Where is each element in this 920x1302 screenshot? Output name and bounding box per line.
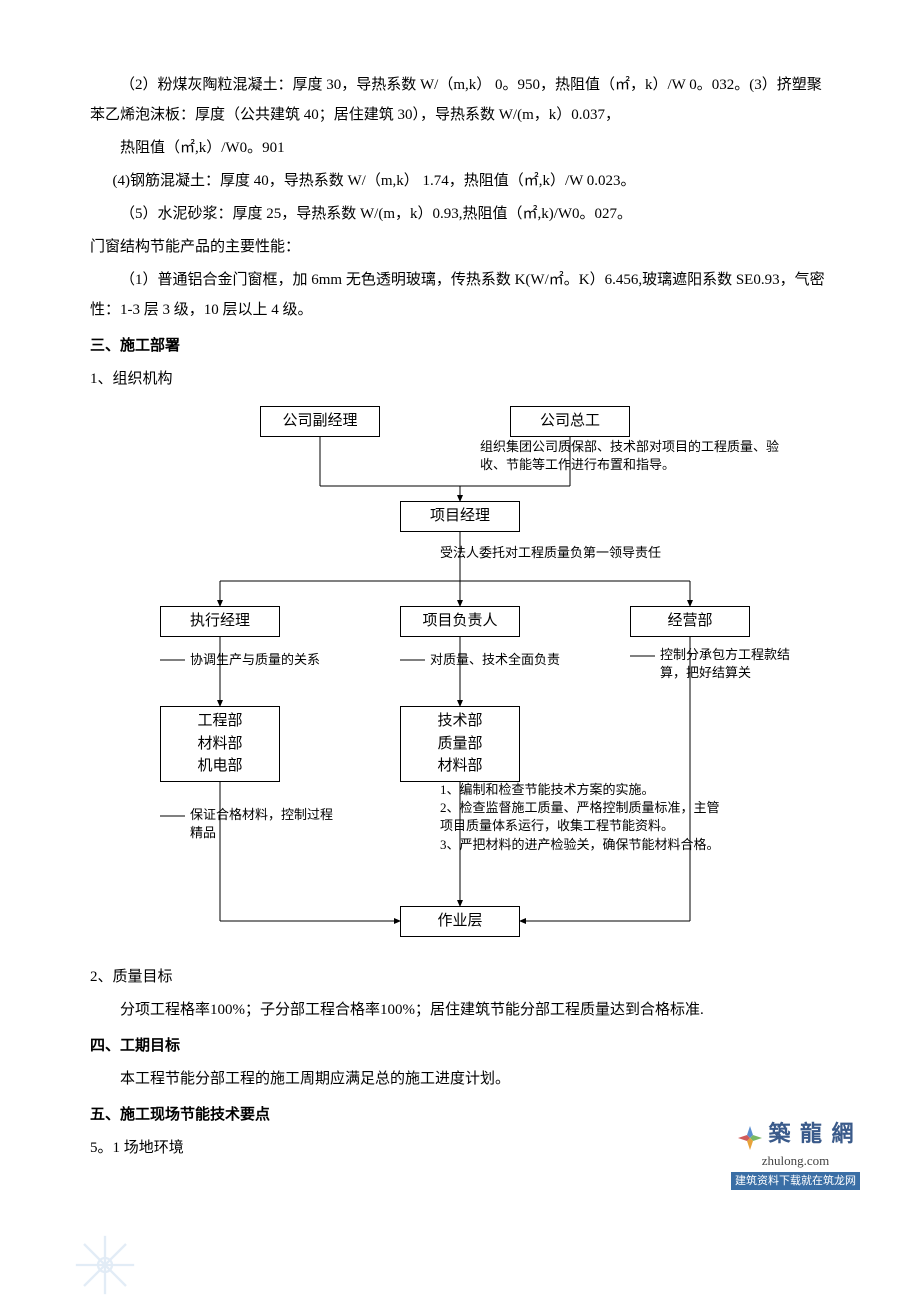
org-anno-3: 协调生产与质量的关系	[190, 651, 360, 669]
org-anno-4: 对质量、技术全面负责	[430, 651, 610, 669]
para-org-structure: 1、组织机构	[90, 364, 830, 394]
para-timeline: 本工程节能分部工程的施工周期应满足总的施工进度计划。	[90, 1064, 830, 1094]
heading-section-3: 三、施工部署	[90, 331, 830, 361]
heading-section-5: 五、施工现场节能技术要点	[90, 1100, 830, 1130]
watermark-snowflake-icon	[70, 1230, 140, 1300]
org-chart: 公司副经理 公司总工 项目经理 执行经理 项目负责人 经营部 工程部 材料部 机…	[110, 406, 810, 946]
org-node-deputy: 公司副经理	[260, 406, 380, 437]
org-node-chief: 公司总工	[510, 406, 630, 437]
para-material-2: （2）粉煤灰陶粒混凝土：厚度 30，导热系数 W/（m,k） 0。950，热阻值…	[90, 70, 830, 130]
para-material-5: （5）水泥砂浆：厚度 25，导热系数 W/(m，k）0.93,热阻值（㎡,k)/…	[90, 199, 830, 229]
org-node-dept2: 技术部 质量部 材料部	[400, 706, 520, 782]
para-door-window-1: （1）普通铝合金门窗框，加 6mm 无色透明玻璃，传热系数 K(W/㎡。K）6.…	[90, 265, 830, 325]
org-anno-1: 组织集团公司质保部、技术部对项目的工程质量、验收、节能等工作进行布置和指导。	[480, 438, 780, 474]
org-node-biz: 经营部	[630, 606, 750, 637]
org-anno-6: 保证合格材料，控制过程精品	[190, 806, 340, 842]
watermark-bar: 建筑资料下载就在筑龙网	[731, 1172, 860, 1190]
heading-section-4: 四、工期目标	[90, 1031, 830, 1061]
org-node-work: 作业层	[400, 906, 520, 937]
para-quality-target-title: 2、质量目标	[90, 962, 830, 992]
org-node-exec: 执行经理	[160, 606, 280, 637]
watermark-zhulong: 築 龍 網 zhulong.com 建筑资料下载就在筑龙网	[731, 1120, 860, 1190]
watermark-title: 築 龍 網	[768, 1121, 855, 1146]
para-5-1: 5。1 场地环境	[90, 1133, 830, 1163]
para-material-4: (4)钢筋混凝土：厚度 40，导热系数 W/（m,k） 1.74，热阻值（㎡,k…	[90, 166, 830, 196]
org-anno-7: 1、编制和检查节能技术方案的实施。 2、检查监督施工质量、严格控制质量标准，主管…	[440, 781, 720, 854]
org-anno-5: 控制分承包方工程款结算，把好结算关	[660, 646, 810, 682]
org-node-dept1: 工程部 材料部 机电部	[160, 706, 280, 782]
org-anno-2: 受法人委托对工程质量负第一领导责任	[440, 544, 720, 562]
watermark-url: zhulong.com	[762, 1153, 830, 1168]
para-thermal-resistance: 热阻值（㎡,k）/W0。901	[90, 133, 830, 163]
para-door-window-title: 门窗结构节能产品的主要性能：	[90, 232, 830, 262]
org-node-leader: 项目负责人	[400, 606, 520, 637]
para-quality-target: 分项工程格率100%；子分部工程合格率100%；居住建筑节能分部工程质量达到合格…	[90, 995, 830, 1025]
org-node-pm: 项目经理	[400, 501, 520, 532]
